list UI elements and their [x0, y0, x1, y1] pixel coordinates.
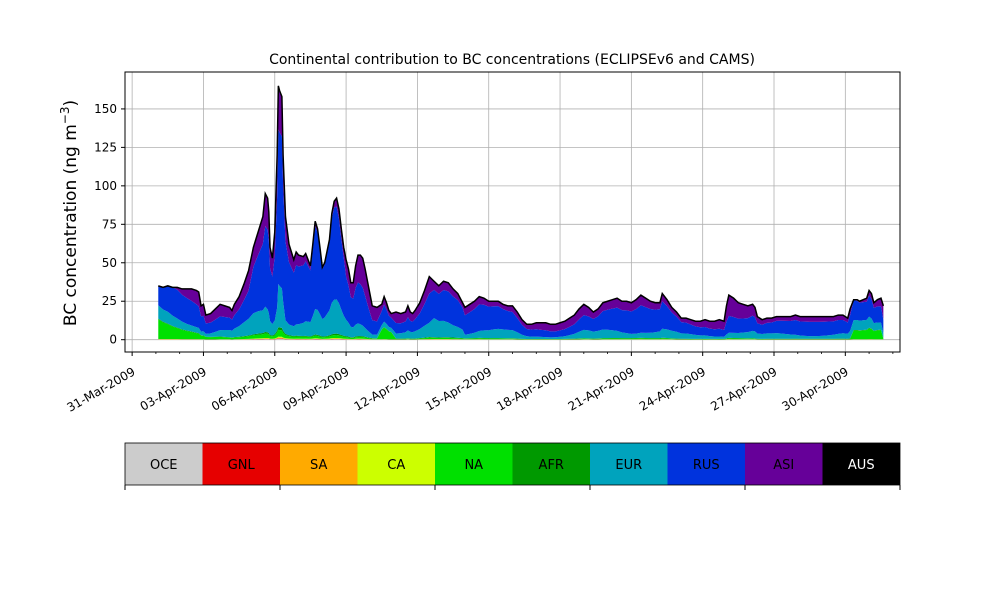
x-tick-label: 09-Apr-2009 [280, 364, 351, 413]
y-axis-label: BC concentration (ng m−3) [58, 100, 81, 326]
legend-swatch-eur [590, 443, 668, 485]
legend-swatch-rus [667, 443, 745, 485]
legend-label-na: NA [464, 458, 483, 473]
x-tick-label: 30-Apr-2009 [780, 364, 851, 413]
x-tick-label: 27-Apr-2009 [708, 364, 779, 413]
legend-frame [124, 442, 901, 486]
x-tick-label: 21-Apr-2009 [566, 364, 637, 413]
legend-label-asi: ASI [773, 458, 794, 473]
x-tick-label: 06-Apr-2009 [209, 364, 280, 413]
area-oce [158, 338, 884, 340]
legend-swatch-ca [357, 443, 435, 485]
legend-swatch-afr [512, 443, 590, 485]
y-tick-label: 25 [102, 294, 117, 308]
x-tick-label: 12-Apr-2009 [352, 364, 423, 413]
legend-label-rus: RUS [693, 458, 720, 473]
x-tick-label: 18-Apr-2009 [494, 364, 565, 413]
y-tick-label: 50 [102, 256, 117, 270]
area-eur [158, 284, 884, 340]
legend-swatch-gnl [202, 443, 280, 485]
area-rus [158, 129, 884, 338]
legend-label-ca: CA [387, 458, 405, 473]
x-tick-label: 31-Mar-2009 [65, 364, 138, 414]
legend-label-afr: AFR [539, 458, 564, 473]
chart-title: Continental contribution to BC concentra… [269, 52, 755, 68]
y-tick-label: 100 [94, 179, 117, 193]
legend-label-eur: EUR [615, 458, 642, 473]
y-tick-label: 0 [109, 333, 117, 347]
total-line-layer [158, 85, 885, 326]
axes: 0 25 50 75 100 125 150 31-Mar-2009 03-Apr-2009 06… [65, 71, 901, 415]
x-tick-label: 24-Apr-2009 [637, 364, 708, 413]
y-tick-label: 150 [94, 102, 117, 116]
legend-swatch-oce [125, 443, 203, 485]
x-tick-label: 15-Apr-2009 [423, 364, 494, 413]
legend-label-gnl: GNL [228, 458, 256, 473]
y-tick-label: 125 [94, 140, 117, 154]
legend-swatch-sa [280, 443, 358, 485]
total-line [158, 85, 885, 326]
y-axis-label-suffix: ) [61, 100, 81, 107]
legend-colorbar: OCE GNL SA CA NA AFR EUR RUS ASI AUS [124, 442, 901, 490]
legend-swatch-asi [745, 443, 823, 485]
legend-label-sa: SA [310, 458, 327, 473]
grid-layer [125, 72, 900, 352]
legend-swatch-na [435, 443, 513, 485]
legend-swatch-aus [822, 443, 900, 485]
stacked-areas [158, 85, 884, 340]
legend-label-aus: AUS [848, 458, 875, 473]
y-tick-label: 75 [102, 217, 117, 231]
x-tick-label: 03-Apr-2009 [138, 364, 209, 413]
y-axis-label-sup: −3 [58, 106, 72, 124]
legend-label-oce: OCE [150, 458, 178, 473]
y-axis-label-main: BC concentration (ng m [61, 124, 81, 326]
